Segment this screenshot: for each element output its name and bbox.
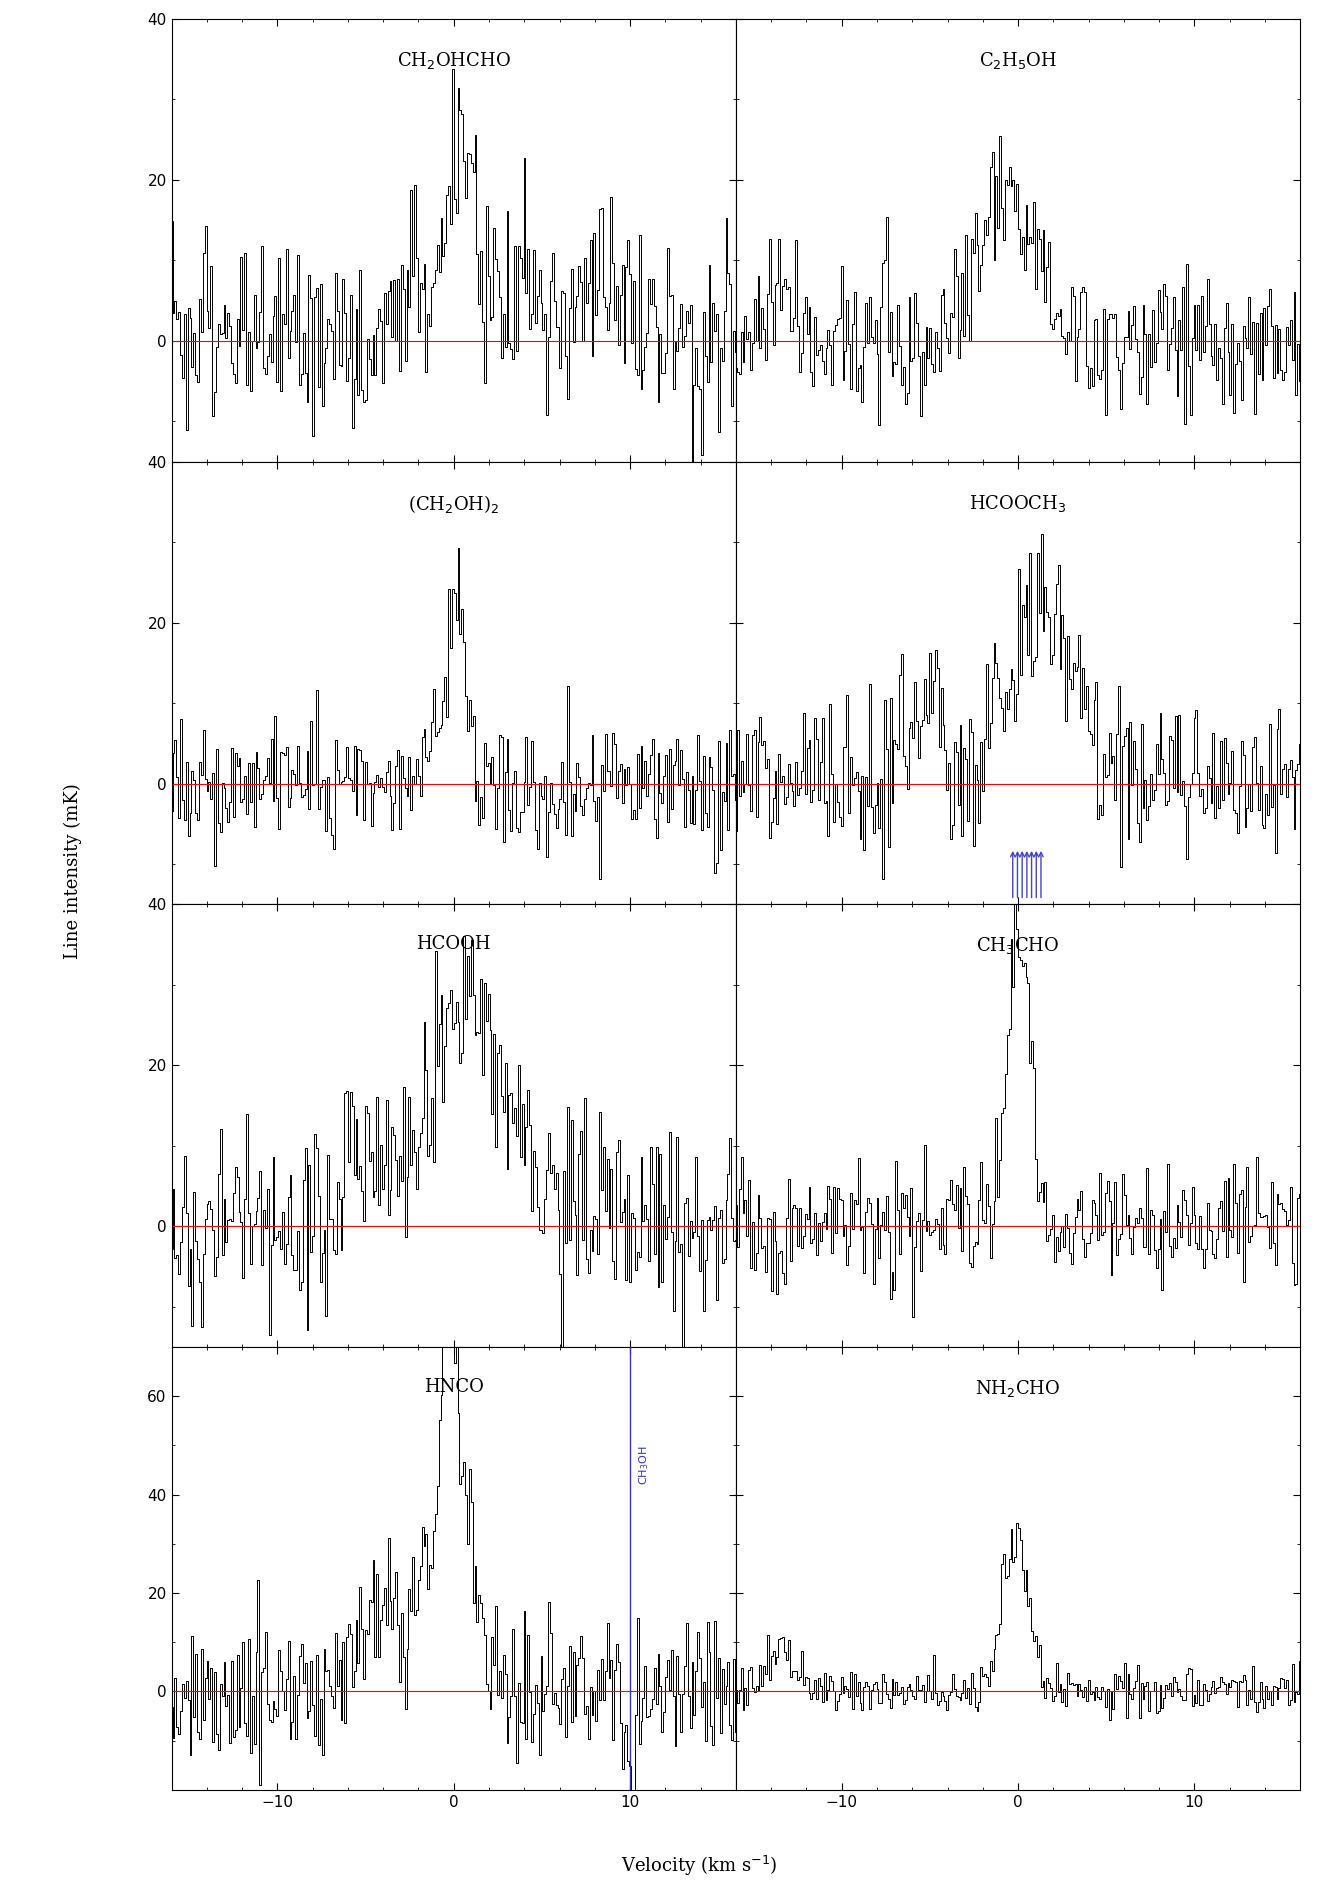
Text: HCOOCH$_3$: HCOOCH$_3$ bbox=[969, 492, 1067, 513]
Text: HNCO: HNCO bbox=[424, 1379, 483, 1396]
Text: CH$_3$OH: CH$_3$OH bbox=[638, 1445, 651, 1485]
Text: C$_2$H$_5$OH: C$_2$H$_5$OH bbox=[979, 49, 1057, 70]
Text: HCOOH: HCOOH bbox=[417, 936, 491, 953]
Text: CH$_3$CHO: CH$_3$CHO bbox=[977, 936, 1060, 956]
Text: Line intensity (mK): Line intensity (mK) bbox=[63, 784, 82, 958]
Text: Velocity (km s$^{-1}$): Velocity (km s$^{-1}$) bbox=[622, 1854, 777, 1877]
Text: CH$_2$OHCHO: CH$_2$OHCHO bbox=[397, 49, 511, 70]
Text: NH$_2$CHO: NH$_2$CHO bbox=[975, 1379, 1061, 1400]
Text: (CH$_2$OH)$_2$: (CH$_2$OH)$_2$ bbox=[408, 492, 499, 515]
